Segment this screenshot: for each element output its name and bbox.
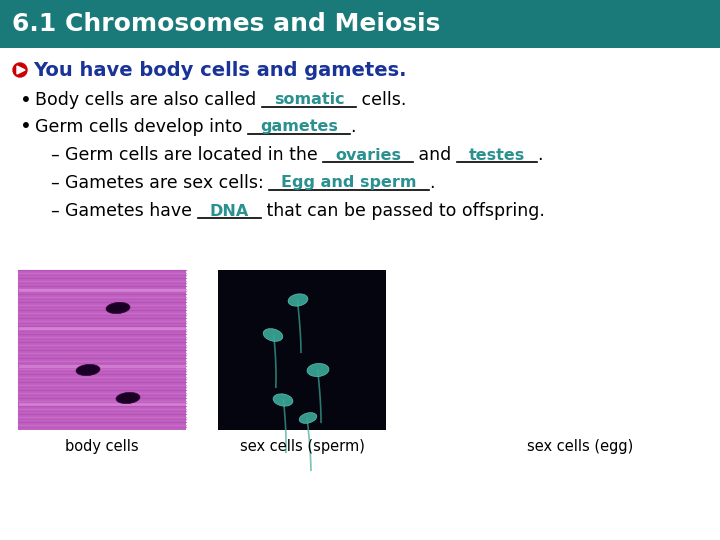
- Text: .: .: [428, 174, 434, 192]
- Ellipse shape: [300, 413, 317, 423]
- Text: •: •: [20, 91, 32, 110]
- Text: cells.: cells.: [356, 91, 407, 109]
- Ellipse shape: [264, 329, 283, 341]
- Bar: [0, 0, 720, 48]
- Text: 6.1 Chromosomes and Meiosis: 6.1 Chromosomes and Meiosis: [12, 12, 441, 36]
- Ellipse shape: [273, 394, 293, 406]
- Circle shape: [13, 63, 27, 77]
- Text: Body cells are also called: Body cells are also called: [35, 91, 262, 109]
- Text: body cells: body cells: [66, 438, 139, 454]
- Text: –: –: [50, 202, 59, 220]
- Ellipse shape: [288, 294, 308, 306]
- Text: Germ cells develop into: Germ cells develop into: [35, 118, 248, 136]
- Text: Egg and sperm: Egg and sperm: [282, 176, 417, 191]
- Text: that can be passed to offspring.: that can be passed to offspring.: [261, 202, 544, 220]
- Text: •: •: [20, 118, 32, 137]
- Text: sex cells (sperm): sex cells (sperm): [240, 438, 364, 454]
- Text: gametes: gametes: [260, 119, 338, 134]
- Text: –: –: [50, 146, 59, 164]
- Text: Gametes have: Gametes have: [65, 202, 197, 220]
- Bar: [218, 270, 386, 430]
- Text: ovaries: ovaries: [336, 147, 401, 163]
- Polygon shape: [17, 66, 25, 74]
- Text: and: and: [413, 146, 457, 164]
- Ellipse shape: [307, 363, 329, 376]
- Text: sex cells (egg): sex cells (egg): [527, 438, 633, 454]
- Ellipse shape: [76, 364, 100, 376]
- Text: testes: testes: [469, 147, 526, 163]
- Text: .: .: [537, 146, 543, 164]
- Text: somatic: somatic: [274, 92, 344, 107]
- Ellipse shape: [106, 302, 130, 314]
- Ellipse shape: [116, 393, 140, 403]
- Text: .: .: [350, 118, 356, 136]
- Bar: [18, 270, 186, 430]
- Text: DNA: DNA: [210, 204, 248, 219]
- Text: You have body cells and gametes.: You have body cells and gametes.: [33, 60, 407, 79]
- Text: Gametes are sex cells:: Gametes are sex cells:: [65, 174, 269, 192]
- Text: –: –: [50, 174, 59, 192]
- Text: Germ cells are located in the: Germ cells are located in the: [65, 146, 323, 164]
